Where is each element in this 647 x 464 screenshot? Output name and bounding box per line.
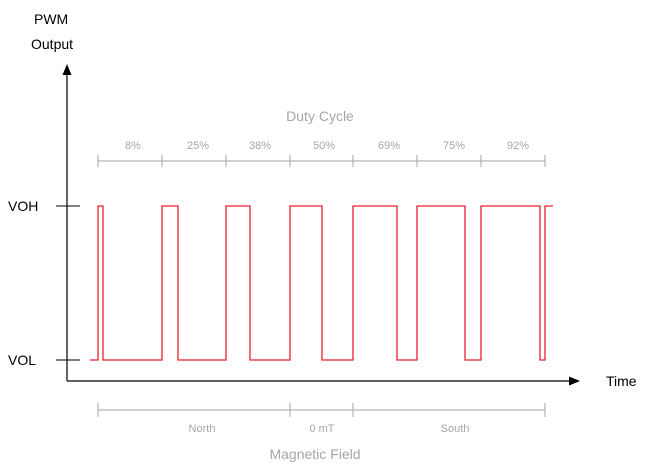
- duty-cycle-title: Duty Cycle: [286, 108, 354, 124]
- duty-cycle-bracket: [97, 155, 546, 167]
- duty-cycle-label: 75%: [443, 140, 465, 152]
- field-region-label: South: [441, 423, 470, 435]
- magnetic-field-bracket: [97, 403, 546, 417]
- field-region-label: North: [189, 423, 216, 435]
- vol-label: VOL: [8, 352, 36, 368]
- x-axis-label: Time: [606, 373, 637, 389]
- duty-cycle-label: 92%: [507, 140, 529, 152]
- pwm-waveform: [90, 205, 553, 361]
- duty-cycle-label: 69%: [378, 140, 400, 152]
- magnetic-field-title: Magnetic Field: [269, 446, 360, 462]
- x-axis-arrowhead: [569, 376, 580, 386]
- y-axis-arrowhead: [62, 64, 72, 75]
- duty-cycle-label: 50%: [313, 140, 335, 152]
- voh-label: VOH: [8, 198, 38, 214]
- field-region-label: 0 mT: [309, 423, 334, 435]
- y-axis-label-line1: PWM: [34, 11, 68, 27]
- duty-cycle-label: 38%: [249, 140, 271, 152]
- duty-cycle-label: 8%: [125, 140, 141, 152]
- duty-cycle-label: 25%: [187, 140, 209, 152]
- y-axis-label-line2: Output: [31, 36, 73, 52]
